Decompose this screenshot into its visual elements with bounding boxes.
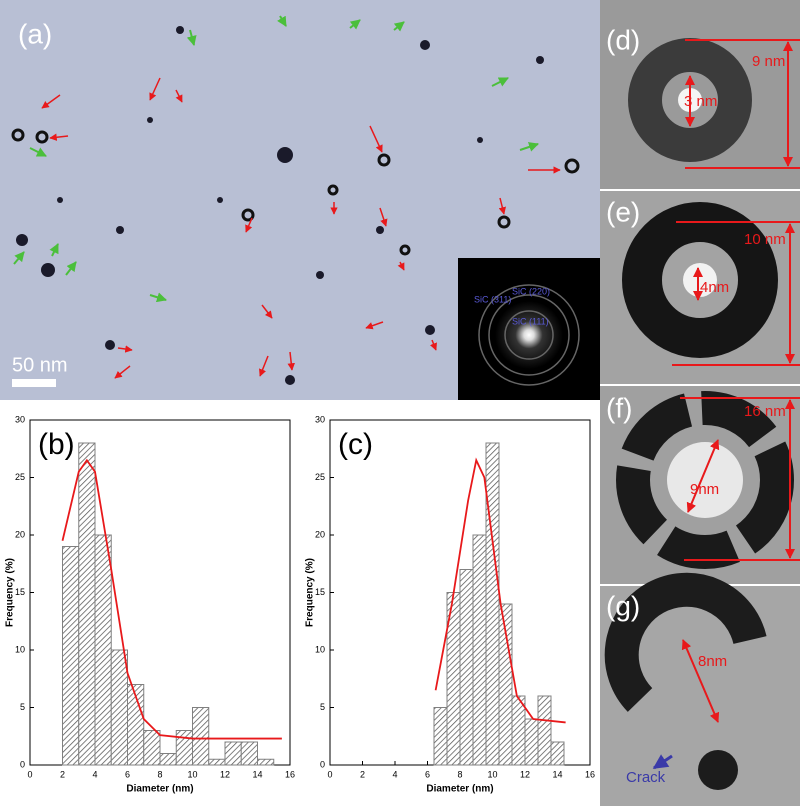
bar bbox=[257, 758, 275, 766]
inset-label: SiC (111) bbox=[512, 316, 549, 326]
y-tick-label: 30 bbox=[315, 414, 325, 424]
fit-curve bbox=[434, 457, 566, 724]
panel-label: (d) bbox=[606, 24, 640, 55]
bar bbox=[175, 730, 193, 766]
bar bbox=[459, 569, 474, 766]
bar bbox=[240, 741, 258, 766]
x-tick-label: 12 bbox=[520, 769, 530, 779]
panel-label: (a) bbox=[18, 18, 52, 49]
y-tick-label: 5 bbox=[20, 702, 25, 712]
x-tick-label: 0 bbox=[27, 769, 32, 779]
measurement: 8nm bbox=[698, 653, 727, 670]
bar bbox=[524, 718, 539, 766]
x-tick-label: 6 bbox=[425, 769, 430, 779]
x-tick-label: 8 bbox=[157, 769, 162, 779]
y-tick-label: 10 bbox=[315, 644, 325, 654]
bar bbox=[159, 753, 177, 766]
bar bbox=[485, 442, 500, 766]
bar bbox=[208, 758, 226, 766]
x-tick-label: 6 bbox=[125, 769, 130, 779]
x-tick-label: 10 bbox=[187, 769, 197, 779]
x-tick-label: 2 bbox=[360, 769, 365, 779]
bar bbox=[537, 695, 552, 766]
y-tick-label: 15 bbox=[315, 587, 325, 597]
inset-label: SiC (220) bbox=[512, 286, 550, 296]
y-tick-label: 20 bbox=[315, 529, 325, 539]
bar bbox=[143, 730, 161, 766]
y-tick-label: 30 bbox=[15, 414, 25, 424]
tem-image: (a) 50 nm SiC (220) SiC (311) SiC (111) bbox=[0, 0, 600, 400]
bar bbox=[433, 707, 448, 766]
bar bbox=[110, 649, 128, 766]
bar bbox=[472, 534, 487, 766]
y-tick-label: 0 bbox=[320, 759, 325, 769]
y-tick-label: 25 bbox=[315, 472, 325, 482]
panel-label: (g) bbox=[606, 590, 640, 621]
x-tick-label: 2 bbox=[60, 769, 65, 779]
x-tick-label: 4 bbox=[92, 769, 97, 779]
y-tick-label: 5 bbox=[320, 702, 325, 712]
x-axis-label: Diameter (nm) bbox=[126, 784, 193, 795]
y-tick-label: 15 bbox=[15, 587, 25, 597]
panel-label: (e) bbox=[606, 196, 640, 227]
measurement: 9 nm bbox=[752, 53, 785, 70]
panel-label: (b) bbox=[38, 428, 75, 461]
measurement: 9nm bbox=[690, 481, 719, 498]
fit-curve bbox=[61, 458, 282, 740]
annotation: Crack bbox=[626, 769, 666, 786]
scale-bar bbox=[12, 379, 56, 387]
x-tick-label: 10 bbox=[487, 769, 497, 779]
x-tick-label: 0 bbox=[327, 769, 332, 779]
hrtem-panels: (d) 9 nm 3 nm (e) 10 nm 4nm (f) 16 nm 9n… bbox=[600, 0, 800, 806]
scale-bar-label: 50 nm bbox=[12, 354, 68, 376]
measurement: 10 nm bbox=[744, 231, 786, 248]
panel-label: (c) bbox=[338, 428, 373, 461]
x-tick-label: 14 bbox=[552, 769, 562, 779]
x-tick-label: 14 bbox=[252, 769, 262, 779]
measurement: 4nm bbox=[700, 279, 729, 296]
x-tick-label: 4 bbox=[392, 769, 397, 779]
measurement: 3 nm bbox=[684, 93, 717, 110]
x-tick-label: 8 bbox=[457, 769, 462, 779]
x-tick-label: 16 bbox=[585, 769, 595, 779]
bar bbox=[78, 442, 96, 766]
bar bbox=[498, 603, 513, 766]
bar bbox=[550, 741, 565, 766]
bar bbox=[192, 707, 210, 766]
bar bbox=[127, 684, 145, 766]
y-tick-label: 0 bbox=[20, 759, 25, 769]
x-tick-label: 16 bbox=[285, 769, 295, 779]
y-tick-label: 10 bbox=[15, 644, 25, 654]
bar bbox=[62, 546, 80, 766]
y-axis-label: Frequency (%) bbox=[305, 558, 316, 627]
bar bbox=[224, 741, 242, 766]
y-tick-label: 20 bbox=[15, 529, 25, 539]
y-tick-label: 25 bbox=[15, 472, 25, 482]
x-tick-label: 12 bbox=[220, 769, 230, 779]
y-axis-label: Frequency (%) bbox=[5, 558, 16, 627]
inset-label: SiC (311) bbox=[474, 294, 511, 304]
bar bbox=[94, 534, 112, 766]
x-axis-label: Diameter (nm) bbox=[426, 784, 493, 795]
bar bbox=[511, 695, 526, 766]
panel-label: (f) bbox=[606, 392, 632, 423]
measurement: 16 nm bbox=[744, 403, 786, 420]
